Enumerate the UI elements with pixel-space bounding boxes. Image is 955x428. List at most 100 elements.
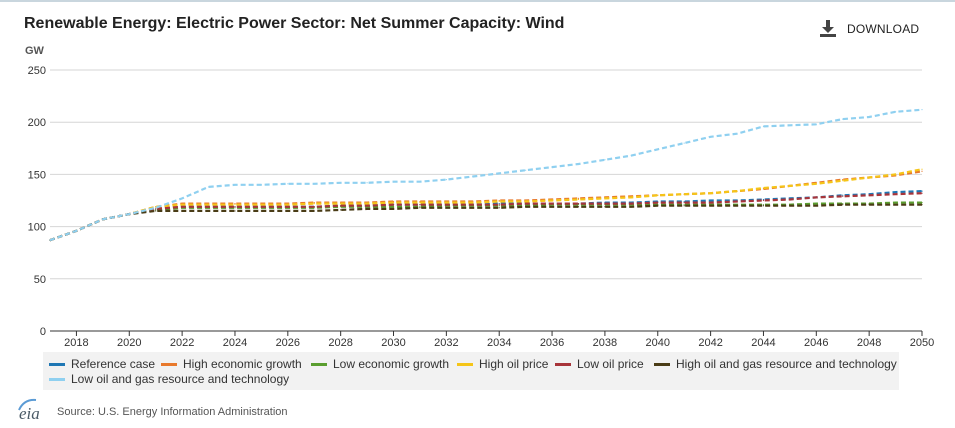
series-5-point [630, 203, 632, 205]
series-7-point [842, 118, 844, 120]
series-6-point [815, 205, 817, 207]
series-1-point [921, 190, 923, 192]
series-4-point [710, 192, 712, 194]
series-2-point [577, 197, 580, 200]
series-7-point [630, 155, 632, 157]
series-4-point [313, 203, 315, 205]
series-5-point [657, 201, 659, 204]
series-6-point [366, 208, 368, 210]
series-7-point [366, 182, 368, 184]
x-tick-label: 2048 [857, 337, 881, 349]
chart-legend: Reference case High economic growth Low ec… [43, 352, 899, 390]
series-6-point [657, 205, 659, 207]
series-6-point [683, 205, 685, 207]
eia-logo: eia [16, 396, 44, 427]
series-5-point [894, 193, 897, 195]
download-button[interactable]: DOWNLOAD [820, 20, 919, 38]
series-5-point [842, 195, 844, 197]
series-5-point [419, 204, 421, 206]
series-3-point [842, 203, 844, 205]
series-7-point [392, 181, 395, 183]
series-5-point [445, 204, 447, 206]
series-6-point [472, 207, 474, 209]
series-7-point [260, 184, 262, 186]
y-tick-label: 150 [28, 169, 46, 181]
x-tick-label: 2022 [170, 337, 194, 349]
legend-label: Low economic growth [333, 357, 450, 371]
series-6-point [736, 205, 738, 207]
series-6-point [392, 208, 395, 210]
legend-swatch [457, 362, 473, 366]
y-tick-label: 250 [28, 65, 46, 77]
x-tick-label: 2030 [381, 337, 405, 349]
series-7-point [340, 182, 342, 184]
legend-swatch [311, 362, 327, 366]
legend-item[interactable]: Low oil price [555, 357, 644, 371]
series-6-point [630, 206, 632, 208]
x-tick-label: 2042 [698, 337, 722, 349]
y-axis-unit-label: GW [25, 45, 44, 57]
legend-swatch [49, 362, 65, 366]
series-3-point [894, 201, 897, 204]
series-3-point [392, 206, 395, 208]
series-3-point [498, 205, 500, 207]
series-7-point [789, 124, 791, 126]
series-3-point [577, 204, 580, 206]
series-4-point [181, 204, 183, 206]
chart-title: Renewable Energy: Electric Power Sector:… [24, 15, 565, 32]
legend-item[interactable]: High economic growth [161, 357, 302, 371]
series-3-point [815, 203, 817, 205]
series-7-point [577, 163, 580, 165]
series-4-point [604, 197, 606, 200]
series-4-point [630, 196, 632, 198]
series-4-point [260, 204, 262, 206]
series-7-point [102, 218, 104, 220]
series-line-7 [49, 108, 923, 242]
series-4-point [287, 204, 289, 206]
series-5-point [525, 203, 527, 205]
series-4-point [155, 206, 157, 208]
x-tick-label: 2050 [910, 337, 934, 349]
series-6-point [498, 207, 500, 209]
series-4-point [340, 203, 342, 205]
x-tick-label: 2026 [276, 337, 300, 349]
x-tick-label: 2036 [540, 337, 564, 349]
legend-label: Low oil and gas resource and technology [71, 372, 290, 386]
series-2-point [921, 170, 923, 172]
series-5-point [710, 201, 712, 204]
series-4-point [577, 198, 580, 201]
legend-item[interactable]: Reference case [49, 357, 155, 371]
series-5-point [366, 205, 368, 207]
legend-swatch [161, 362, 177, 366]
series-5-point [340, 205, 342, 207]
series-2-point [498, 199, 500, 202]
series-4-point [419, 201, 421, 204]
source-text: Source: U.S. Energy Information Administ… [57, 405, 288, 418]
x-tick-label: 2018 [64, 337, 88, 349]
series-5-point [260, 206, 262, 208]
series-5-point [789, 198, 791, 201]
y-tick-label: 50 [34, 274, 46, 286]
series-4-point [551, 199, 553, 202]
series-5-point [234, 206, 236, 208]
legend-item[interactable]: Low oil and gas resource and technology [49, 372, 289, 386]
legend-label: High economic growth [183, 357, 302, 371]
series-5-point [392, 204, 395, 206]
series-7-point [868, 116, 870, 118]
series-7-point [49, 239, 51, 241]
series-4-point [498, 200, 500, 203]
series-2-point [762, 188, 765, 190]
series-3-point [155, 209, 157, 211]
x-tick-label: 2028 [328, 337, 352, 349]
series-2-point [234, 203, 236, 205]
legend-item[interactable]: High oil and gas resource and technology [654, 357, 897, 371]
series-7-point [419, 181, 421, 183]
series-7-point [551, 166, 553, 168]
legend-item[interactable]: High oil price [457, 357, 548, 371]
series-6-point [340, 209, 342, 211]
y-tick-label: 0 [40, 326, 46, 338]
legend-item[interactable]: Low economic growth [311, 357, 449, 371]
series-4-point [789, 185, 791, 187]
series-7-point [472, 175, 474, 178]
